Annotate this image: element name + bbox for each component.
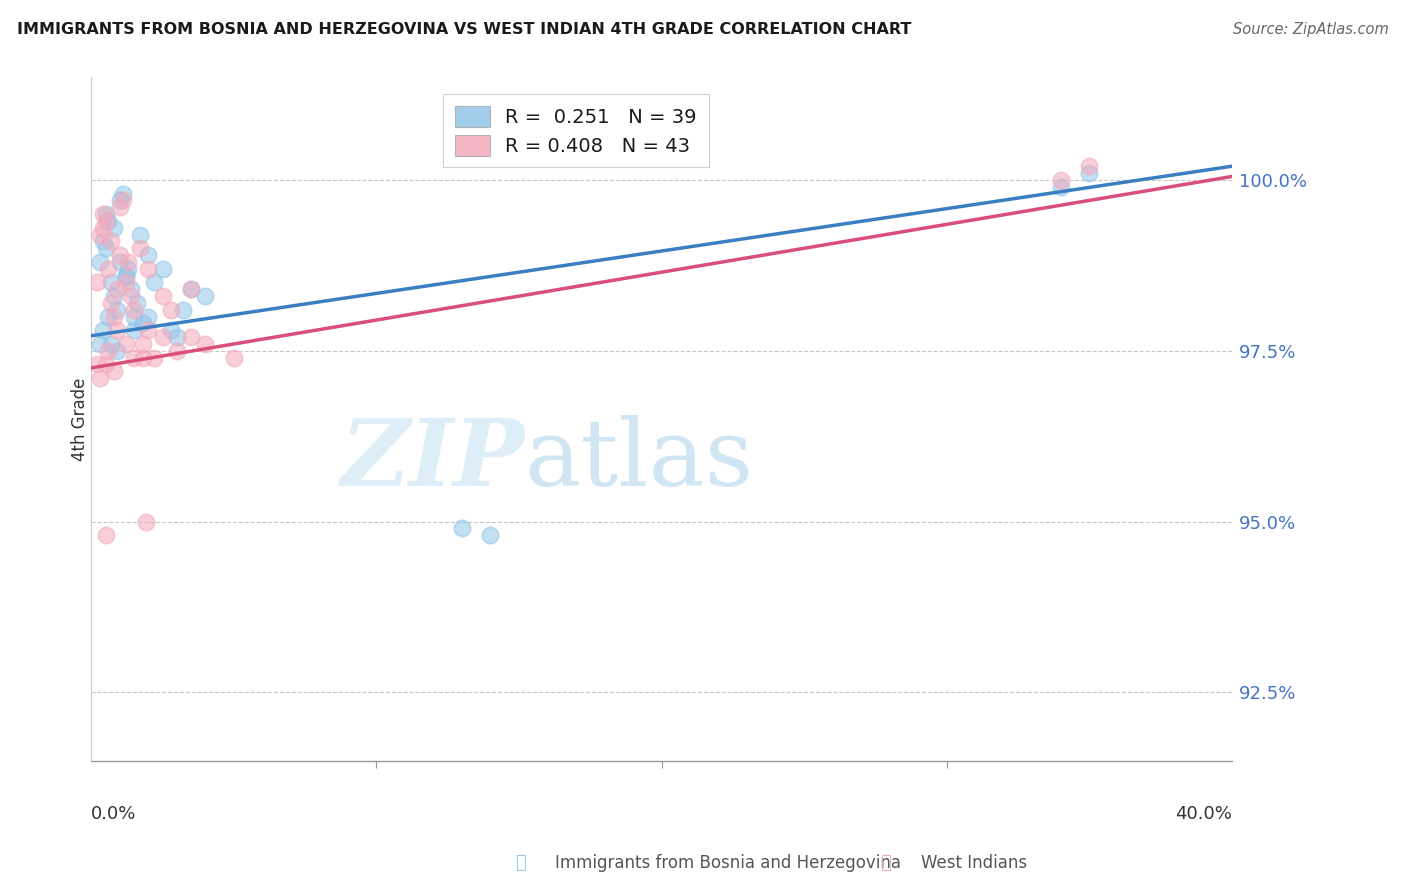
Point <box>134 515 156 529</box>
Point <box>152 261 174 276</box>
Text: West Indians: West Indians <box>921 855 1026 872</box>
Point <box>180 282 202 296</box>
Point <box>128 241 150 255</box>
Point <box>97 310 120 324</box>
Point <box>100 276 122 290</box>
Point <box>114 268 136 283</box>
Point <box>111 186 134 201</box>
Text: ⬜: ⬜ <box>880 855 891 872</box>
Point <box>128 227 150 242</box>
Point <box>451 521 474 535</box>
Point <box>166 330 188 344</box>
Point <box>1049 173 1071 187</box>
Point <box>138 248 160 262</box>
Point <box>100 337 122 351</box>
Point <box>89 227 111 242</box>
Point <box>103 289 125 303</box>
Point <box>89 255 111 269</box>
Point <box>114 268 136 283</box>
Point <box>89 371 111 385</box>
Point <box>86 276 108 290</box>
Point <box>103 364 125 378</box>
Point <box>94 358 117 372</box>
Point <box>105 302 128 317</box>
Point <box>120 289 142 303</box>
Point <box>166 343 188 358</box>
Point <box>160 323 183 337</box>
Point <box>94 207 117 221</box>
Text: atlas: atlas <box>524 415 754 505</box>
Point <box>97 343 120 358</box>
Point <box>138 261 160 276</box>
Point <box>105 323 128 337</box>
Point <box>479 528 502 542</box>
Point <box>94 241 117 255</box>
Point <box>91 235 114 249</box>
Point <box>131 317 153 331</box>
Point <box>94 528 117 542</box>
Point <box>122 310 145 324</box>
Point <box>152 330 174 344</box>
Point <box>1078 166 1101 180</box>
Point <box>105 282 128 296</box>
Text: 0.0%: 0.0% <box>91 805 136 823</box>
Point <box>117 261 139 276</box>
Text: ZIP: ZIP <box>340 415 524 505</box>
Point <box>97 261 120 276</box>
Point <box>114 276 136 290</box>
Point <box>100 235 122 249</box>
Point <box>180 282 202 296</box>
Point <box>91 220 114 235</box>
Point <box>1049 179 1071 194</box>
Point <box>114 337 136 351</box>
Point <box>111 194 134 208</box>
Point <box>91 323 114 337</box>
Point <box>194 337 217 351</box>
Point <box>122 351 145 365</box>
Point <box>131 351 153 365</box>
Point <box>131 337 153 351</box>
Text: 40.0%: 40.0% <box>1175 805 1232 823</box>
Point <box>103 220 125 235</box>
Y-axis label: 4th Grade: 4th Grade <box>72 377 89 461</box>
Point <box>89 337 111 351</box>
Point <box>138 310 160 324</box>
Point <box>122 323 145 337</box>
Text: Immigrants from Bosnia and Herzegovina: Immigrants from Bosnia and Herzegovina <box>555 855 901 872</box>
Point <box>180 330 202 344</box>
Point <box>194 289 217 303</box>
Text: IMMIGRANTS FROM BOSNIA AND HERZEGOVINA VS WEST INDIAN 4TH GRADE CORRELATION CHAR: IMMIGRANTS FROM BOSNIA AND HERZEGOVINA V… <box>17 22 911 37</box>
Point <box>120 282 142 296</box>
Point <box>143 351 166 365</box>
Point <box>172 302 194 317</box>
Point <box>122 302 145 317</box>
Point <box>103 310 125 324</box>
Point <box>100 296 122 310</box>
Point <box>108 248 131 262</box>
Point <box>86 358 108 372</box>
Point <box>91 207 114 221</box>
Point <box>222 351 245 365</box>
Text: Source: ZipAtlas.com: Source: ZipAtlas.com <box>1233 22 1389 37</box>
Point <box>125 296 148 310</box>
Point <box>152 289 174 303</box>
Point <box>108 200 131 214</box>
Point <box>105 343 128 358</box>
Point <box>108 194 131 208</box>
Point <box>94 214 117 228</box>
Point <box>108 255 131 269</box>
Point <box>117 255 139 269</box>
Legend: R =  0.251   N = 39, R = 0.408   N = 43: R = 0.251 N = 39, R = 0.408 N = 43 <box>443 94 709 168</box>
Text: ⬜: ⬜ <box>515 855 526 872</box>
Point <box>97 214 120 228</box>
Point <box>1078 159 1101 173</box>
Point <box>143 276 166 290</box>
Point <box>160 302 183 317</box>
Point <box>138 323 160 337</box>
